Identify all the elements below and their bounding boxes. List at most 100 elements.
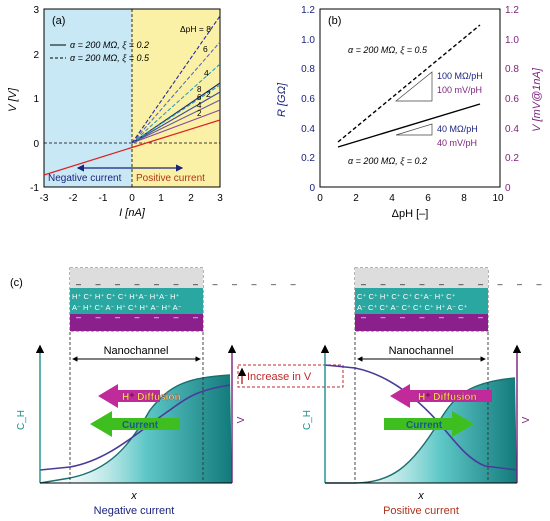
slope-solid-r: 40 MΩ/pH bbox=[437, 124, 478, 134]
negative-current-caption: Negative current bbox=[94, 505, 175, 517]
positive-current-label-a: Positive current bbox=[136, 173, 205, 184]
ch-axis-label-right: C_H bbox=[302, 410, 313, 430]
curve-solid-4 bbox=[131, 99, 221, 144]
ytick-left-b: 0.6 bbox=[301, 94, 315, 105]
y-ticks-a: -1 0 1 2 3 bbox=[30, 5, 39, 194]
ytick-left-b: 0 bbox=[309, 183, 315, 194]
inset-channel-right bbox=[355, 288, 488, 314]
inset-top-wall-right bbox=[355, 268, 488, 288]
y-ticks-left-b: 0 0.2 0.4 0.6 0.8 1.0 1.2 bbox=[301, 5, 315, 194]
curve-label-s6: 6 bbox=[197, 93, 202, 102]
curve-solid-2 bbox=[131, 109, 221, 144]
slope-triangle-dashed bbox=[395, 71, 433, 102]
ion-row2-right: A⁻ C⁺ C⁺ A⁻ C⁺ C⁺ C⁺ H⁺ A⁻ C⁺ bbox=[357, 303, 467, 312]
xtick-a: 1 bbox=[158, 193, 164, 204]
curve-label-d6: 6 bbox=[203, 44, 208, 54]
dph-label: ΔpH = 8 bbox=[180, 24, 211, 34]
ytick-a: 0 bbox=[33, 139, 39, 150]
slope-dashed-v: 100 mV/pH bbox=[437, 85, 482, 95]
panel-b: 100 MΩ/pH 100 mV/pH 40 MΩ/pH 40 mV/pH α … bbox=[276, 5, 543, 220]
ytick-right-b: 1.0 bbox=[505, 35, 519, 46]
ytick-left-b: 1.0 bbox=[301, 35, 315, 46]
negative-region bbox=[44, 9, 132, 187]
surface-charge-bottom-right: – – – – – – – – – – – – bbox=[361, 312, 550, 322]
ion-row1-left: H⁺ C⁺ H⁺ C⁺ C⁺ H⁺A⁻ H⁺A⁻ H⁺ bbox=[72, 292, 180, 301]
positive-region bbox=[132, 9, 220, 187]
line-dashed-b bbox=[337, 24, 481, 143]
slope-dashed-r: 100 MΩ/pH bbox=[437, 71, 483, 81]
nanochannel-inset-right: – – – – – – – – – – – – C⁺ C⁺ H⁺ C⁺ C⁺ C… bbox=[354, 267, 550, 332]
ytick-right-b: 0.6 bbox=[505, 94, 519, 105]
current-label-left: Current bbox=[122, 420, 159, 431]
nanochannel-label-right: Nanochannel bbox=[389, 345, 454, 357]
line-solid-b bbox=[337, 103, 481, 148]
inset-channel-left bbox=[70, 288, 203, 314]
diffusion-label-left: H⁺ Diffusion bbox=[122, 392, 181, 403]
increase-in-v: Increase in V bbox=[237, 364, 344, 388]
ytick-left-b: 1.2 bbox=[301, 5, 315, 16]
curve-dashed-4 bbox=[131, 63, 221, 144]
curve-dashed-8 bbox=[131, 15, 221, 144]
x-ticks-a: -3 -2 -1 0 1 2 3 bbox=[40, 193, 224, 204]
negative-current-label-a: Negative current bbox=[48, 173, 122, 184]
curve-label-d4: 4 bbox=[204, 68, 209, 78]
curve-label-s2: 2 bbox=[197, 109, 202, 118]
profile-diagram-left: Nanochannel H⁺ Diffusion Current C_H V x… bbox=[16, 332, 247, 517]
label-dashed-b: α = 200 MΩ, ξ = 0.5 bbox=[348, 45, 428, 55]
slope-solid-v: 40 mV/pH bbox=[437, 138, 477, 148]
curve-label-d2: 2 bbox=[206, 89, 211, 99]
xtick-b: 10 bbox=[492, 193, 504, 204]
current-label-right: Current bbox=[406, 420, 443, 431]
nanochannel-label-left: Nanochannel bbox=[104, 345, 169, 357]
x-label-left: x bbox=[130, 490, 137, 502]
ytick-a: 1 bbox=[33, 94, 39, 105]
y-axis-label-a: V [V] bbox=[7, 87, 19, 112]
curve-dashed-6 bbox=[131, 41, 221, 144]
curve-solid-8 bbox=[131, 82, 221, 144]
v-axis-label-right: V bbox=[521, 416, 532, 423]
diffusion-label-right: H⁺ Diffusion bbox=[418, 392, 477, 403]
curve-solid-6 bbox=[131, 91, 221, 144]
ch-axis-label-left: C_H bbox=[16, 410, 27, 430]
ch-profile-left-fill bbox=[40, 375, 232, 483]
curve-baseline bbox=[43, 119, 221, 176]
xtick-a: -1 bbox=[99, 193, 108, 204]
diffusion-arrow-left bbox=[98, 384, 160, 408]
inset-bottom-wall-left bbox=[70, 314, 203, 331]
curve-label-s4: 4 bbox=[197, 101, 202, 110]
label-solid-b: α = 200 MΩ, ξ = 0.2 bbox=[348, 156, 427, 166]
increase-box bbox=[237, 364, 344, 388]
ytick-left-b: 0.8 bbox=[301, 64, 315, 75]
ytick-a: 2 bbox=[33, 50, 39, 61]
plot-frame-b bbox=[319, 8, 501, 188]
xtick-b: 4 bbox=[389, 193, 395, 204]
inset-bottom-wall-right bbox=[355, 314, 488, 331]
ch-profile-left bbox=[39, 374, 231, 484]
panel-label-c: (c) bbox=[10, 277, 23, 289]
inset-top-wall-left bbox=[70, 268, 203, 288]
xtick-b: 0 bbox=[317, 193, 323, 204]
legend-solid-text: α = 200 MΩ, ξ = 0.2 bbox=[70, 40, 149, 50]
ion-row2-left: A⁻ H⁺ C⁺ A⁻ H⁺ C⁺ H⁺ A⁻ H⁺ A⁻ bbox=[72, 303, 182, 312]
curve-label-s8: 8 bbox=[197, 85, 202, 94]
legend-dashed-text: α = 200 MΩ, ξ = 0.5 bbox=[70, 53, 150, 63]
ytick-a: -1 bbox=[30, 183, 39, 194]
current-arrow-right bbox=[384, 411, 474, 437]
x-ticks-b: 0 2 4 6 8 10 bbox=[317, 193, 504, 204]
panel-a: -3 -2 -1 0 1 2 3 -1 0 1 2 3 I [nA] V [V]… bbox=[7, 5, 223, 219]
xtick-a: 0 bbox=[129, 193, 135, 204]
surface-charge-bottom-left: – – – – – – – – – – – – bbox=[76, 312, 302, 322]
diffusion-arrow-right bbox=[390, 384, 492, 408]
x-axis-label-a: I [nA] bbox=[119, 207, 146, 219]
ytick-right-b: 0 bbox=[505, 183, 511, 194]
v-profile-left bbox=[39, 384, 231, 471]
x-label-right: x bbox=[417, 490, 424, 502]
ion-row1-right: C⁺ C⁺ H⁺ C⁺ C⁺ C⁺A⁻ H⁺ C⁺ bbox=[357, 292, 456, 301]
panel-label-a: (a) bbox=[52, 15, 65, 27]
ytick-left-b: 0.2 bbox=[301, 153, 315, 164]
curve-dashed-2 bbox=[131, 84, 221, 144]
ytick-right-b: 1.2 bbox=[505, 5, 519, 16]
ytick-left-b: 0.4 bbox=[301, 124, 315, 135]
ytick-right-b: 0.8 bbox=[505, 64, 519, 75]
surface-charge-top-left: – – – – – – – – – – – – bbox=[76, 279, 302, 289]
